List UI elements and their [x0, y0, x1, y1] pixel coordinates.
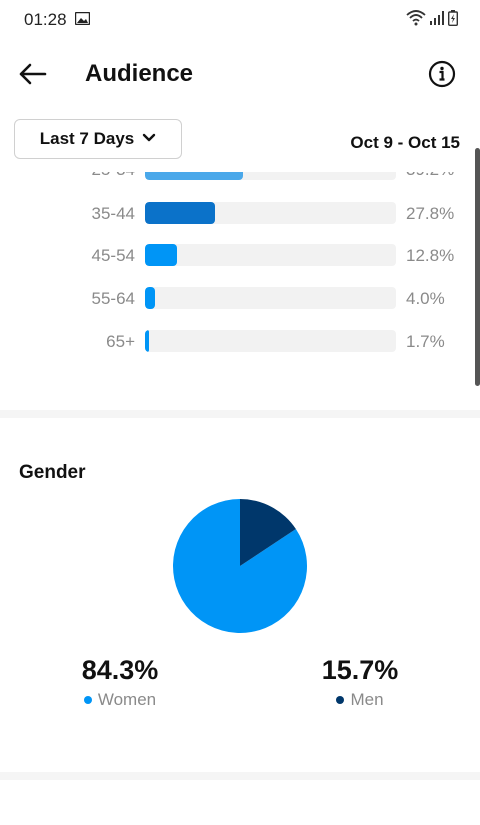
age-row: 35-44 27.8%: [0, 202, 480, 226]
info-icon: [428, 60, 456, 88]
age-bar-track: [145, 202, 396, 224]
section-divider: [0, 772, 480, 780]
date-range-label: Last 7 Days: [39, 129, 135, 148]
gallery-icon: [74, 11, 91, 30]
page-title: Audience: [85, 60, 194, 87]
women-stat: 84.3% Women: [60, 655, 180, 710]
age-bar-track: [145, 172, 396, 180]
age-bar-fill: [145, 244, 178, 266]
women-label: Women: [97, 690, 157, 709]
info-button[interactable]: [428, 60, 456, 88]
scrollbar[interactable]: [475, 148, 480, 386]
signal-icon: [430, 11, 444, 30]
age-value: 39.2%: [406, 172, 454, 180]
age-bar-fill: [145, 287, 156, 309]
age-bar-fill: [145, 202, 215, 224]
men-legend-dot: [336, 696, 345, 704]
pie-slice-men: [240, 499, 296, 566]
men-label: Men: [350, 690, 384, 709]
age-label: 45-54: [91, 246, 135, 265]
age-bar-fill: [145, 330, 150, 352]
age-range-section: 25-34 39.2% 35-44 27.8% 45-54 12.8% 55-6…: [0, 172, 480, 408]
age-label: 25-34: [92, 172, 135, 180]
gender-title: Gender: [19, 462, 86, 483]
date-range-dropdown[interactable]: Last 7 Days: [14, 119, 182, 159]
age-value: 27.8%: [406, 204, 455, 223]
battery-icon: [447, 10, 459, 31]
age-bar-track: [145, 330, 396, 352]
back-arrow-icon: [19, 63, 47, 85]
age-value: 4.0%: [406, 289, 445, 308]
age-label: 65+: [106, 332, 135, 351]
men-legend: Men: [300, 690, 420, 710]
app-header: Audience: [0, 48, 480, 100]
age-row: 45-54 12.8%: [0, 244, 480, 268]
age-label: 55-64: [91, 289, 135, 308]
status-time: 01:28: [24, 10, 67, 29]
age-value: 1.7%: [406, 332, 445, 351]
age-bar-track: [145, 244, 396, 266]
men-stat: 15.7% Men: [300, 655, 420, 710]
age-row: 25-34 39.2%: [0, 172, 480, 182]
women-legend: Women: [60, 690, 180, 710]
chevron-down-icon: [142, 130, 156, 148]
back-button[interactable]: [16, 58, 48, 90]
women-percent: 84.3%: [81, 655, 159, 685]
age-row: 65+ 1.7%: [0, 330, 480, 354]
section-divider: [0, 410, 480, 418]
age-label: 35-44: [91, 204, 135, 223]
men-percent: 15.7%: [321, 655, 399, 685]
age-row: 55-64 4.0%: [0, 287, 480, 311]
wifi-icon: [406, 10, 426, 31]
age-bar-fill: [145, 172, 244, 180]
filter-row: Last 7 Days Oct 9 - Oct 15: [0, 118, 480, 164]
gender-pie-chart: [173, 499, 307, 633]
date-range-text: Oct 9 - Oct 15: [350, 133, 460, 152]
women-legend-dot: [83, 696, 92, 704]
status-bar: 01:28: [0, 0, 480, 40]
age-bar-track: [145, 287, 396, 309]
age-value: 12.8%: [406, 246, 455, 265]
